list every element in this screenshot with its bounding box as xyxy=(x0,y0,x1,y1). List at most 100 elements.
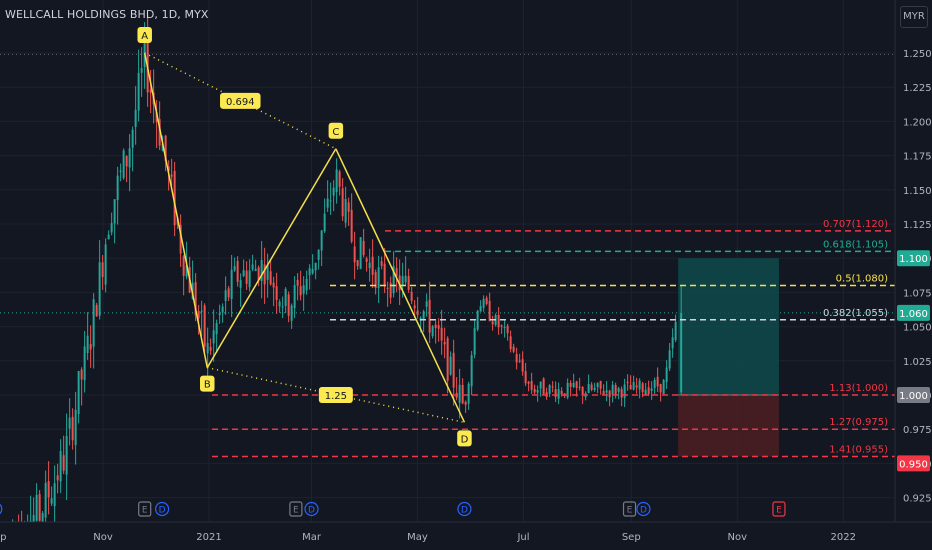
candle-body xyxy=(527,381,530,384)
loss-zone xyxy=(678,395,779,457)
time-axis: Sep Nov 2021 Mar May Jul Sep Nov 2022 xyxy=(0,532,856,543)
candle-body xyxy=(548,385,551,394)
candle-body xyxy=(230,269,233,299)
dividend-marker-label: D xyxy=(308,506,315,516)
candle-body xyxy=(302,285,305,294)
time-tick-label: Nov xyxy=(727,532,747,543)
pattern-leg xyxy=(143,52,208,368)
candle-body xyxy=(122,150,125,178)
candle-body xyxy=(365,258,368,262)
candle-body xyxy=(98,262,101,316)
candle-body xyxy=(284,288,287,307)
candle-body xyxy=(674,321,677,341)
candle-body xyxy=(92,299,95,347)
price-tag xyxy=(897,304,930,321)
price-axis: 1.250 1.225 1.200 1.175 1.150 1.125 1.100 1.075… xyxy=(897,49,932,505)
ratio-line xyxy=(144,52,337,150)
candle-body xyxy=(491,321,494,325)
candle-body xyxy=(104,244,107,285)
candle-body xyxy=(206,343,209,354)
candle-body xyxy=(665,367,668,383)
candle-body xyxy=(155,112,158,122)
candle-body xyxy=(539,381,542,389)
candle-body xyxy=(680,312,683,393)
candle-body xyxy=(626,382,629,384)
candle-body xyxy=(347,202,350,212)
candle-body xyxy=(605,390,608,393)
candle-body xyxy=(221,306,224,313)
time-tick-label: Jul xyxy=(516,532,529,543)
candle-body xyxy=(212,330,215,344)
harmonic-pattern: 0.694 1.25 A B C D xyxy=(137,27,472,447)
price-tick-label: 1.250 xyxy=(903,49,932,60)
candle-body xyxy=(653,380,656,389)
candle-body xyxy=(497,314,500,328)
currency-button[interactable]: MYR xyxy=(900,6,928,28)
candle-body xyxy=(272,282,275,288)
grid xyxy=(0,0,895,522)
candle-body xyxy=(269,271,272,285)
candle-body xyxy=(449,356,452,375)
candle-body xyxy=(329,200,332,202)
candle-body xyxy=(140,67,143,73)
candle-body xyxy=(158,119,161,146)
candle-body xyxy=(638,380,641,390)
candle-body xyxy=(74,409,77,446)
candle-body xyxy=(587,383,590,394)
candle-body xyxy=(368,262,371,269)
point-label-bg xyxy=(200,375,215,392)
candle-body xyxy=(281,306,284,308)
candle-body xyxy=(107,234,110,240)
candle-body xyxy=(524,371,527,384)
candle-body xyxy=(344,198,347,223)
candle-body xyxy=(518,360,521,362)
candle-body xyxy=(521,359,524,372)
candle-body xyxy=(350,209,353,242)
candle-body xyxy=(227,288,230,298)
candle-body xyxy=(53,483,56,507)
candle-body xyxy=(575,381,578,388)
candle-body xyxy=(371,256,374,275)
candle-body xyxy=(458,384,461,403)
candle-body xyxy=(185,265,188,277)
earnings-marker-label: E xyxy=(776,506,782,516)
time-tick-label: 2022 xyxy=(831,532,856,543)
ratio-label-bg xyxy=(318,387,353,403)
candle-body xyxy=(356,260,359,267)
candle-body xyxy=(77,371,80,414)
candle-body xyxy=(506,325,509,334)
candle-body xyxy=(341,188,344,217)
candle-body xyxy=(566,382,569,398)
candle-body xyxy=(278,301,281,307)
candle-body xyxy=(473,328,476,355)
candle-body xyxy=(257,267,260,281)
candle-body xyxy=(452,352,455,388)
candle-body xyxy=(407,276,410,290)
candle-body xyxy=(308,268,311,276)
price-tick-label: 1.050 xyxy=(903,323,932,334)
earnings-marker-label: E xyxy=(142,506,148,516)
candle-body xyxy=(254,268,257,272)
price-tick-label: 1.150 xyxy=(903,186,932,197)
candle-body xyxy=(245,270,248,284)
candle-body xyxy=(443,341,446,345)
candle-body xyxy=(359,237,362,269)
candle-body xyxy=(173,170,176,226)
candle-body xyxy=(71,416,74,441)
candle-body xyxy=(353,246,356,263)
candle-body xyxy=(635,385,638,388)
candle-body xyxy=(509,336,512,350)
candle-body xyxy=(41,513,44,524)
time-tick-label: May xyxy=(407,532,428,543)
candle-body xyxy=(248,270,251,288)
earnings-marker-label: E xyxy=(627,506,633,516)
fib-level-label: 1.27(0.975) xyxy=(829,417,888,428)
candle-body xyxy=(530,380,533,390)
candle-body xyxy=(557,389,560,399)
candle-body xyxy=(512,346,515,352)
candle-body xyxy=(467,383,470,404)
dividend-marker-label: D xyxy=(640,506,647,516)
symbol-title: WELLCALL HOLDINGS BHD, 1D, MYX xyxy=(5,8,209,21)
candle-body xyxy=(287,294,290,316)
